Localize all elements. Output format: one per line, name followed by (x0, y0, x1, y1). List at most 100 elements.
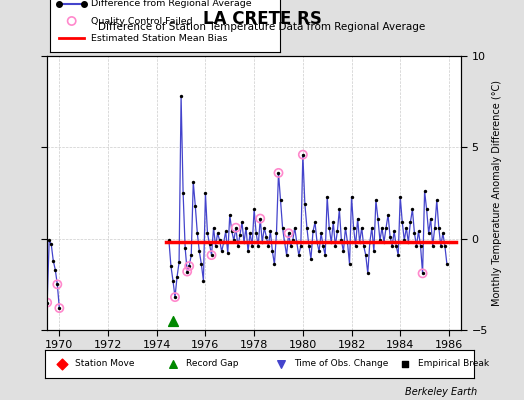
Point (410, 230, 419, 236)
Point (392, 243, 400, 249)
Point (329, 219, 337, 226)
Point (31, 172, 39, 178)
Point (254, 243, 263, 249)
Point (311, 219, 319, 226)
Point (47, 241, 56, 247)
Point (272, 230, 281, 236)
Point (305, 243, 313, 249)
Point (33, 239, 41, 246)
Point (222, 228, 230, 234)
Point (417, 243, 425, 249)
Point (53, 281, 61, 288)
Point (398, 219, 407, 226)
Point (177, 93, 185, 99)
Point (341, 224, 350, 231)
Point (321, 252, 330, 258)
Point (246, 230, 254, 236)
Point (256, 215, 265, 222)
Point (431, 224, 439, 231)
Point (350, 224, 358, 231)
Point (339, 248, 347, 255)
Point (234, 243, 242, 249)
Point (167, 263, 175, 269)
Point (37, 252, 45, 258)
Point (208, 252, 216, 258)
Point (299, 152, 307, 158)
Point (362, 252, 370, 258)
Point (337, 237, 346, 244)
Point (181, 244, 189, 251)
Point (274, 170, 282, 176)
Text: Quality Control Failed: Quality Control Failed (91, 16, 193, 26)
Point (366, 239, 374, 246)
Point (303, 224, 311, 231)
Point (211, 243, 220, 249)
Point (382, 224, 390, 231)
Point (189, 179, 198, 185)
Point (175, 259, 183, 266)
Text: Station Move: Station Move (74, 360, 134, 368)
Point (402, 224, 410, 231)
Point (203, 230, 212, 236)
Point (422, 206, 431, 213)
Text: Difference of Station Temperature Data from Regional Average: Difference of Station Temperature Data f… (99, 22, 425, 32)
Point (354, 215, 362, 222)
Point (285, 230, 293, 236)
Point (443, 261, 451, 268)
Point (331, 243, 340, 249)
Point (420, 188, 429, 194)
Point (264, 243, 272, 249)
Point (51, 266, 59, 273)
Point (378, 224, 386, 231)
Point (441, 243, 449, 249)
Point (411, 234, 420, 240)
Point (201, 190, 210, 196)
Point (208, 252, 216, 258)
Point (290, 224, 299, 231)
Point (333, 228, 342, 234)
Point (35, 244, 43, 251)
Point (299, 152, 307, 158)
Point (359, 243, 368, 249)
Point (323, 194, 331, 200)
Point (195, 248, 203, 255)
Point (244, 248, 252, 255)
Point (280, 239, 289, 246)
Point (408, 206, 417, 213)
Point (41, 272, 49, 278)
Point (376, 237, 384, 244)
Point (343, 239, 352, 246)
Point (53, 281, 61, 288)
Point (185, 263, 193, 269)
Point (276, 197, 285, 204)
Point (193, 230, 202, 236)
Point (270, 261, 279, 268)
Point (213, 230, 222, 236)
Point (31, 172, 39, 178)
Point (169, 278, 177, 284)
Point (260, 224, 268, 231)
Point (268, 248, 277, 255)
Point (347, 194, 356, 200)
Point (372, 197, 380, 204)
Point (217, 248, 226, 255)
Point (386, 234, 394, 240)
Point (309, 228, 317, 234)
Point (171, 294, 179, 300)
Point (390, 228, 398, 234)
Point (45, 237, 53, 244)
Text: Record Gap: Record Gap (187, 360, 239, 368)
Text: Empirical Break: Empirical Break (418, 360, 489, 368)
Point (43, 299, 51, 306)
Point (179, 190, 187, 196)
Text: Estimated Station Mean Bias: Estimated Station Mean Bias (91, 34, 228, 43)
Point (418, 270, 427, 276)
Point (429, 243, 437, 249)
Point (197, 261, 205, 268)
Text: LA CRETE RS: LA CRETE RS (203, 10, 321, 28)
Point (205, 241, 214, 247)
Point (384, 212, 392, 218)
Point (301, 201, 309, 207)
Point (357, 224, 366, 231)
Point (427, 215, 435, 222)
